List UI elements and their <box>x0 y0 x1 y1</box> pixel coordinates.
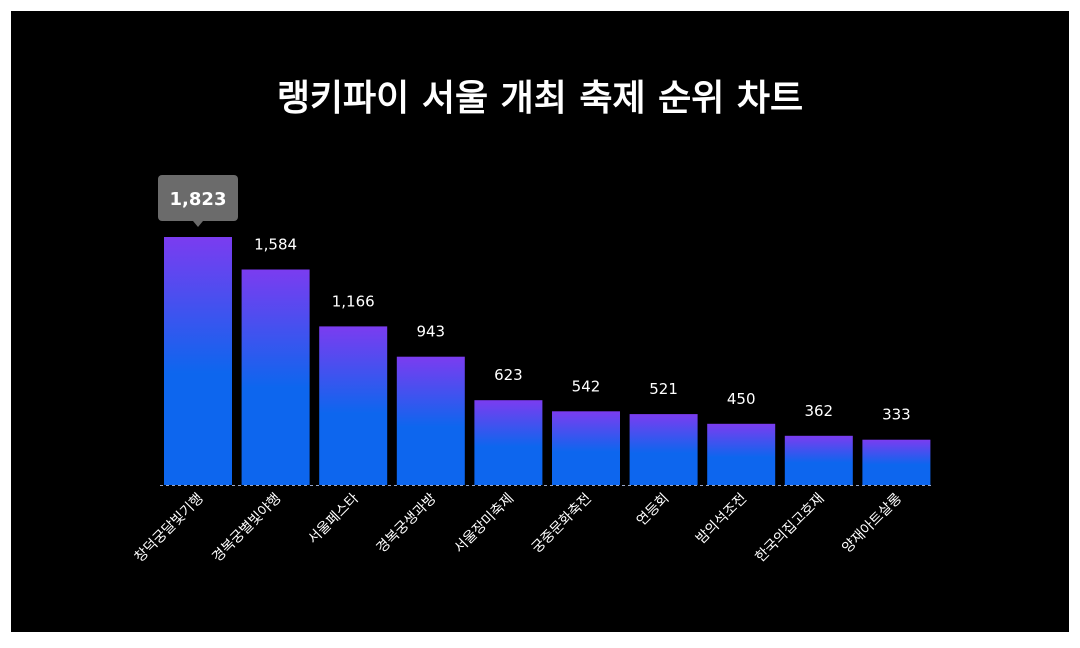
chart-title: 랭키파이 서울 개최 축제 순위 차트 <box>276 78 804 119</box>
bar-10[interactable] <box>862 439 931 485</box>
bar-4[interactable] <box>396 356 465 485</box>
value-label-7: 521 <box>649 380 678 398</box>
bar-8[interactable] <box>707 423 776 485</box>
bar-3[interactable] <box>319 326 388 485</box>
tooltip-box <box>158 175 238 221</box>
bar-2[interactable] <box>241 269 310 486</box>
category-label-7: 연등회 <box>634 491 673 530</box>
category-label-5: 서울장미축제 <box>451 491 517 557</box>
category-label-10: 양재아트살롱 <box>839 490 905 556</box>
category-label-1: 창덕궁달빛기행 <box>132 491 207 566</box>
category-label-6: 궁중문화축전 <box>529 491 595 557</box>
bar-9[interactable] <box>784 435 853 485</box>
bar-1[interactable] <box>164 237 232 485</box>
value-tooltip: 1,823 <box>158 175 238 227</box>
category-label-9: 한국의집고호재 <box>753 491 828 566</box>
bar-7[interactable] <box>629 414 698 485</box>
value-label-1: 1,823 <box>170 189 227 210</box>
chart-frame: 랭키파이 서울 개최 축제 순위 차트 1,823 창덕궁달빛기행 1,584 경복궁… <box>11 11 1069 632</box>
category-label-3: 서울페스타 <box>305 490 362 547</box>
category-label-8: 밤의석조전 <box>693 491 750 548</box>
value-label-8: 450 <box>727 390 756 408</box>
category-label-2: 경복궁별빛야행 <box>209 491 284 566</box>
value-label-5: 623 <box>494 366 523 384</box>
tooltip-pointer <box>193 221 203 227</box>
value-label-4: 943 <box>416 323 445 341</box>
value-label-2: 1,584 <box>254 236 297 254</box>
bar-chart: 1,823 창덕궁달빛기행 1,584 경복궁별빛야행 1,166 서울페스타 943 경복궁… <box>132 175 933 566</box>
value-label-6: 542 <box>572 377 601 395</box>
bar-6[interactable] <box>552 411 620 485</box>
value-label-9: 362 <box>804 402 833 420</box>
bar-5[interactable] <box>474 400 543 485</box>
value-label-10: 333 <box>882 406 911 424</box>
value-label-3: 1,166 <box>332 292 375 310</box>
category-label-4: 경복궁생과방 <box>374 490 440 556</box>
